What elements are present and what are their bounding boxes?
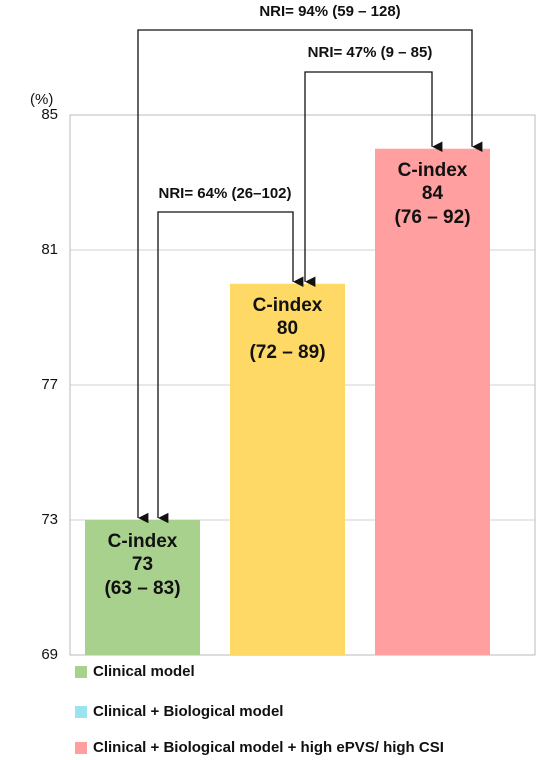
value-label: 73 [132, 554, 153, 575]
legend-label: Clinical + Biological model + high ePVS/… [93, 739, 444, 756]
bar-title: C-index [108, 531, 178, 552]
bar-ci: (72 – 89) [249, 342, 325, 363]
value-label: 84 [422, 183, 444, 204]
bar-ci: (76 – 92) [394, 207, 470, 228]
nri-label: NRI= 64% (26–102) [159, 185, 292, 202]
nri-arrow [304, 71, 443, 287]
y-tick-label: 69 [41, 646, 58, 663]
legend-label: Clinical + Biological model [93, 703, 283, 720]
nri-label: NRI= 47% (9 – 85) [308, 44, 433, 61]
legend-label: Clinical model [93, 663, 195, 680]
value-label: 80 [277, 318, 298, 339]
bar-title: C-index [253, 295, 323, 316]
bar-ci: (63 – 83) [104, 578, 180, 599]
y-tick-label: 81 [41, 241, 58, 258]
legend-swatch [75, 742, 87, 754]
y-tick-label: 85 [41, 106, 58, 123]
nri-arrow [157, 211, 304, 524]
y-tick-label: 77 [41, 376, 58, 393]
bar-title: C-index [398, 160, 468, 181]
nri-label: NRI= 94% (59 – 128) [259, 3, 400, 20]
y-unit: (%) [30, 91, 53, 108]
bar [230, 283, 345, 655]
y-tick-label: 73 [41, 511, 58, 528]
bar [85, 520, 200, 655]
legend-swatch [75, 666, 87, 678]
nri-arrow [137, 29, 483, 524]
legend-swatch [75, 706, 87, 718]
